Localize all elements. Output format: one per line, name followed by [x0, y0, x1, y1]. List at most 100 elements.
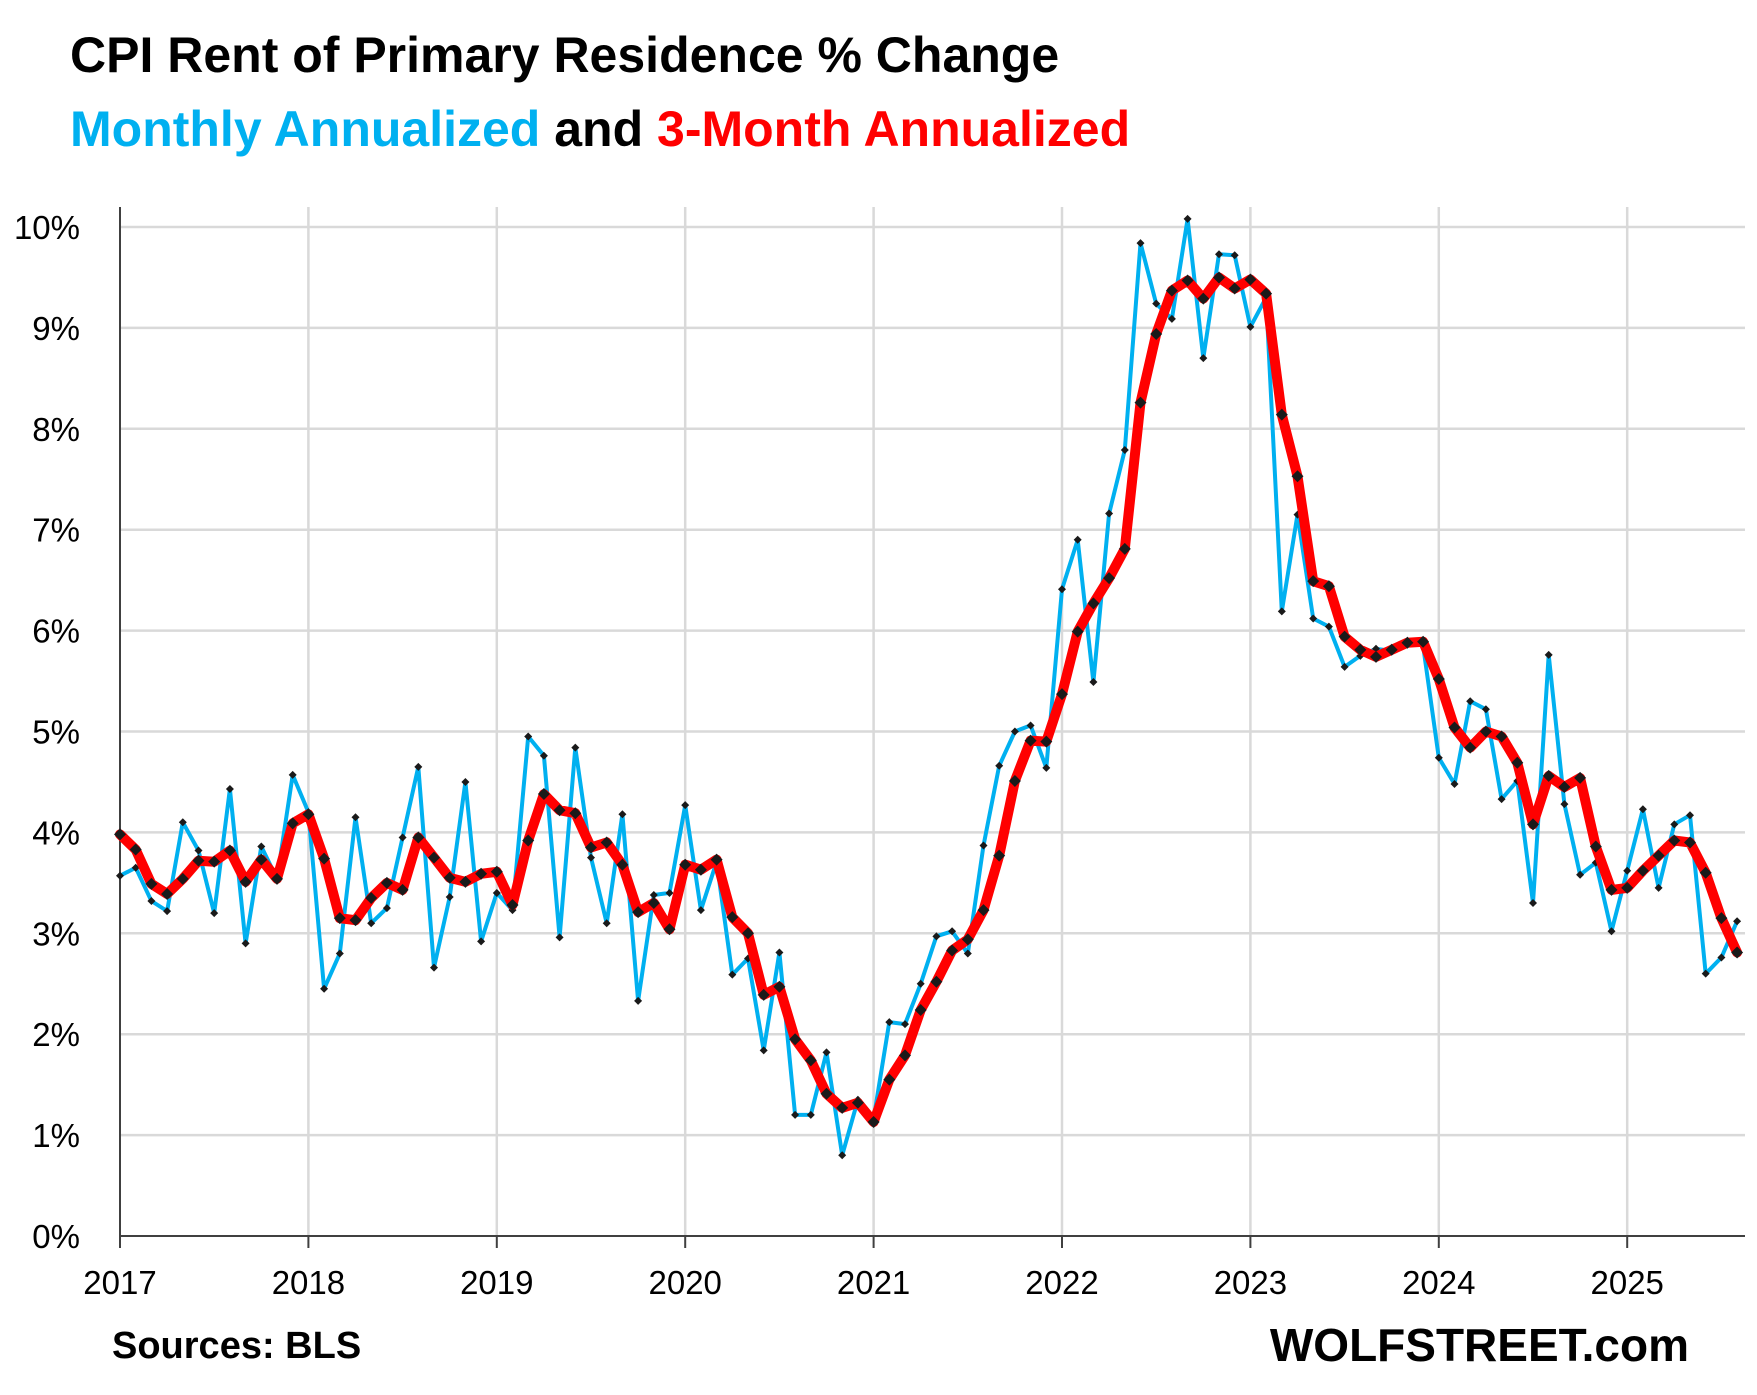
y-tick-label: 3% [32, 915, 80, 952]
data-point [522, 834, 535, 847]
data-point [335, 949, 344, 958]
data-point [443, 871, 456, 884]
data-point [946, 944, 959, 957]
data-point [696, 906, 705, 915]
data-point [129, 843, 142, 856]
data-point [194, 846, 203, 855]
series-three-month-annualized [114, 271, 1744, 1128]
data-point [1213, 271, 1225, 284]
data-point [885, 1018, 894, 1027]
data-point [838, 1151, 847, 1160]
data-point [1120, 445, 1129, 454]
data-point [365, 891, 378, 904]
data-point [1715, 912, 1728, 925]
data-point [1010, 727, 1019, 736]
data-point [728, 970, 737, 979]
data-point [681, 801, 690, 810]
data-point [1354, 643, 1367, 656]
data-point [1432, 673, 1445, 686]
data-point [632, 906, 645, 919]
data-point [1089, 678, 1098, 687]
data-point [114, 828, 126, 841]
subtitle-connector: and [540, 101, 658, 157]
data-point [979, 841, 988, 850]
data-point [1529, 899, 1537, 908]
data-point [1150, 327, 1163, 340]
data-point [1073, 535, 1082, 544]
data-point [163, 907, 172, 916]
data-point [634, 996, 643, 1005]
data-point [398, 833, 407, 842]
data-point [412, 831, 425, 844]
data-point [302, 808, 315, 821]
data-point [1385, 643, 1398, 656]
data-point [1199, 354, 1208, 363]
data-point [679, 858, 692, 871]
data-point [477, 937, 486, 946]
data-point [1071, 625, 1084, 638]
data-point [649, 890, 658, 899]
x-tick-label: 2021 [837, 1264, 910, 1301]
data-point [1040, 735, 1053, 748]
data-point [1497, 795, 1506, 804]
data-point [257, 842, 266, 851]
data-point [318, 852, 331, 865]
data-point [1026, 721, 1035, 730]
data-point [1322, 580, 1335, 593]
chart-subtitle: Monthly Annualized and 3-Month Annualize… [70, 100, 1130, 158]
data-point [916, 979, 925, 988]
data-point [271, 872, 283, 885]
data-point [241, 939, 250, 948]
data-point [665, 888, 674, 897]
data-point [694, 863, 707, 876]
data-point [1008, 774, 1021, 787]
data-point [948, 927, 957, 936]
data-point [1042, 763, 1051, 772]
x-tick-label: 2024 [1402, 1264, 1475, 1301]
legend-three-month-label: 3-Month Annualized [657, 101, 1131, 157]
data-point [414, 762, 423, 771]
data-point [569, 807, 582, 820]
data-point [1136, 239, 1145, 248]
data-point [602, 919, 611, 928]
data-point [1605, 883, 1618, 896]
series-layer [114, 214, 1744, 1160]
data-point [492, 888, 501, 897]
data-point [1260, 287, 1273, 300]
data-point [1621, 881, 1634, 894]
data-point [1731, 946, 1744, 959]
data-point [899, 1049, 911, 1062]
data-point [600, 836, 613, 849]
data-point [867, 1115, 880, 1128]
data-point [1338, 630, 1351, 643]
y-tick-label: 4% [32, 814, 80, 851]
data-point [995, 761, 1004, 770]
data-point [1558, 780, 1571, 793]
series-line [118, 216, 1740, 1158]
data-point [1464, 741, 1477, 754]
data-point [1717, 953, 1726, 962]
data-point [539, 751, 548, 760]
data-point [1246, 322, 1255, 331]
data-point [1230, 251, 1239, 260]
data-point [1244, 273, 1257, 286]
data-point [192, 854, 205, 867]
y-axis-tick-labels: 0% 1% 2% 3% 4% 5% 6% 7% 8% 9% 10% [14, 209, 80, 1255]
data-point [1309, 614, 1318, 623]
data-point [759, 1046, 768, 1055]
y-tick-label: 9% [32, 310, 80, 347]
data-point [1056, 688, 1068, 701]
data-point [147, 897, 156, 906]
data-point [822, 1048, 831, 1057]
x-tick-label: 2020 [648, 1264, 721, 1301]
data-point [349, 914, 362, 927]
data-point [1684, 836, 1696, 849]
y-tick-label: 6% [32, 613, 80, 650]
data-point [1670, 820, 1679, 829]
data-point [1686, 811, 1694, 820]
data-point [537, 788, 550, 801]
data-point [1340, 662, 1349, 671]
data-point [1733, 917, 1742, 926]
data-point [459, 875, 472, 888]
